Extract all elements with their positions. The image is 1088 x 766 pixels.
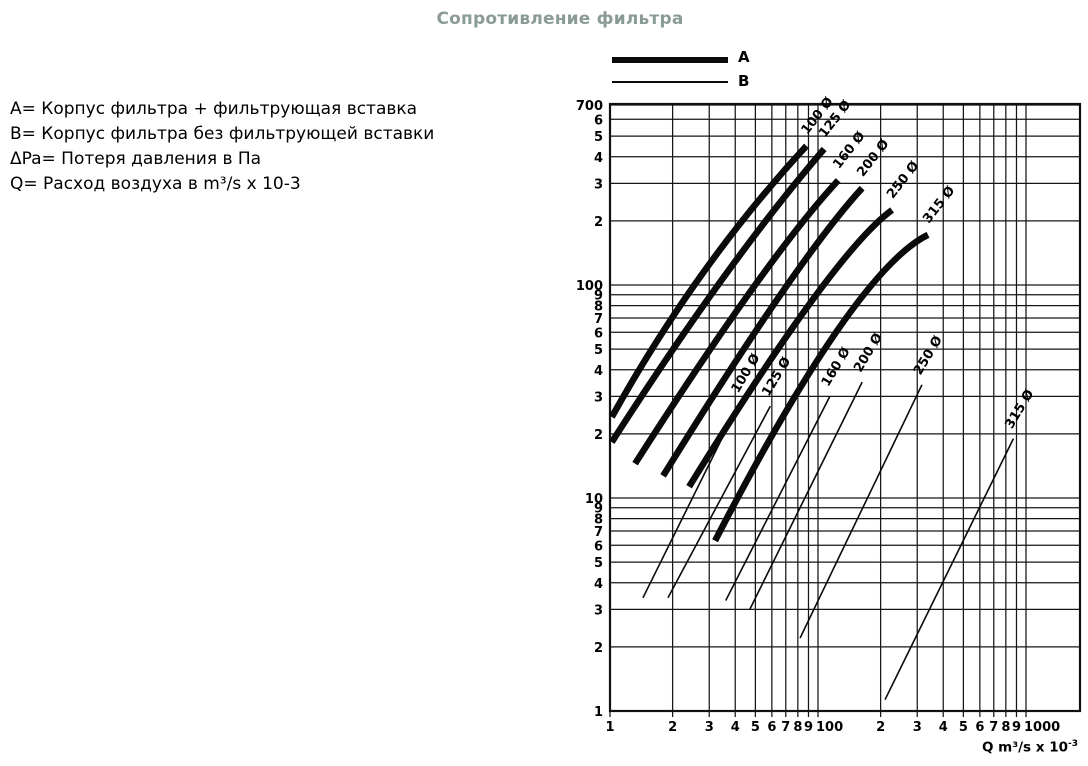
curve-a-100-line [608, 143, 809, 419]
y-tick-label: 700 [576, 99, 603, 114]
curve-b-315-label: 315 Ø [1002, 387, 1037, 431]
x-tick-label: 7 [781, 720, 790, 735]
definition-b: B= Корпус фильтра без фильтрующей вставк… [10, 124, 435, 144]
curve-a-160: 160 Ø [632, 129, 868, 466]
curve-a-125-line [609, 146, 827, 444]
curve-a-315-label: 315 Ø [920, 184, 958, 227]
y-tick-label: 6 [594, 539, 603, 554]
x-tick-label: 3 [913, 720, 922, 735]
x-tick-label: 4 [939, 720, 948, 735]
x-tick-label: 8 [1001, 720, 1010, 735]
x-tick-label: 2 [668, 720, 677, 735]
y-tick-label: 8 [594, 300, 603, 315]
definition-delta-pa: ΔPa= Потеря давления в Па [10, 149, 262, 169]
x-axis-unit-text: Q m³/s x 10 [981, 739, 1068, 756]
legend-b-label: B [738, 72, 750, 90]
x-tick-label: 2 [876, 720, 885, 735]
y-tick-label: 4 [594, 577, 603, 592]
y-tick-label: 5 [594, 130, 603, 145]
y-tick-label: 2 [594, 428, 603, 443]
chart-title: Сопротивление фильтра [436, 9, 684, 29]
y-tick-label: 1 [594, 705, 603, 720]
y-tick-label: 3 [594, 177, 603, 192]
y-tick-label: 5 [594, 556, 603, 571]
curve-b-125: 125 Ø [667, 355, 794, 599]
curve-b-100-line [642, 402, 741, 599]
x-tick-label: 3 [705, 720, 714, 735]
curve-b-250-label: 250 Ø [911, 333, 946, 377]
x-tick-label: 5 [959, 720, 968, 735]
x-tick-label: 9 [804, 720, 813, 735]
y-tick-label: 100 [576, 279, 603, 294]
legend-line-a-swatch [612, 57, 728, 63]
curve-a-200-line [660, 185, 865, 478]
curve-b-315-line [884, 438, 1015, 701]
definition-a: A= Корпус фильтра + фильтрующая вставка [10, 99, 418, 119]
y-tick-label: 2 [594, 641, 603, 656]
x-axis-unit: Q m³/s x 10-3 [982, 739, 1078, 756]
curve-a-315-line [712, 231, 930, 543]
y-tick-label: 9 [594, 502, 603, 517]
x-tick-label: 100 [816, 720, 843, 735]
curve-a-160-line [632, 178, 841, 466]
y-tick-label: 7 [594, 525, 603, 540]
x-tick-label: 1000 [1024, 720, 1060, 735]
x-tick-label: 5 [751, 720, 760, 735]
curve-a-250-label: 250 Ø [884, 159, 922, 202]
y-tick-label: 6 [594, 113, 603, 128]
x-tick-label: 6 [767, 720, 776, 735]
curve-a-250-line [686, 207, 894, 489]
x-tick-labels: 1 2 3 4 5 6 7 8 9 100 2 3 4 5 6 7 8 9 1000 [605, 720, 1060, 735]
plot-frame [608, 102, 1082, 713]
y-tick-label: 2 [594, 215, 603, 230]
y-tick-label: 4 [594, 364, 603, 379]
y-tick-label: 8 [594, 513, 603, 528]
definition-q: Q= Расход воздуха в m³/s x 10-3 [10, 174, 301, 194]
curve-b-160-line [724, 396, 831, 601]
curve-a-100: 100 Ø [608, 95, 837, 419]
legend-a-label: A [738, 48, 750, 66]
x-axis-unit-exponent: -3 [1068, 739, 1078, 749]
y-tick-label: 6 [594, 326, 603, 341]
x-tick-label: 1 [605, 720, 614, 735]
x-tick-label: 4 [731, 720, 740, 735]
x-tick-label: 6 [975, 720, 984, 735]
curve-b-125-label: 125 Ø [759, 355, 794, 399]
y-tick-label: 9 [594, 289, 603, 304]
definitions-block: A= Корпус фильтра + фильтрующая вставка … [10, 97, 434, 197]
y-tick-label: 7 [594, 312, 603, 327]
curve-a-250: 250 Ø [686, 159, 922, 489]
y-tick-label: 4 [594, 151, 603, 166]
y-tick-label: 3 [594, 390, 603, 405]
y-tick-label: 3 [594, 603, 603, 618]
curve-b-125-line [667, 405, 772, 599]
curve-b-200-line [749, 381, 863, 610]
y-tick-label: 10 [585, 492, 603, 507]
x-tick-label: 9 [1012, 720, 1021, 735]
y-tick-label: 5 [594, 343, 603, 358]
legend-line-b-swatch [612, 81, 728, 83]
x-tick-label: 7 [989, 720, 998, 735]
curve-b-250-line [799, 384, 923, 639]
x-tick-label: 8 [793, 720, 802, 735]
